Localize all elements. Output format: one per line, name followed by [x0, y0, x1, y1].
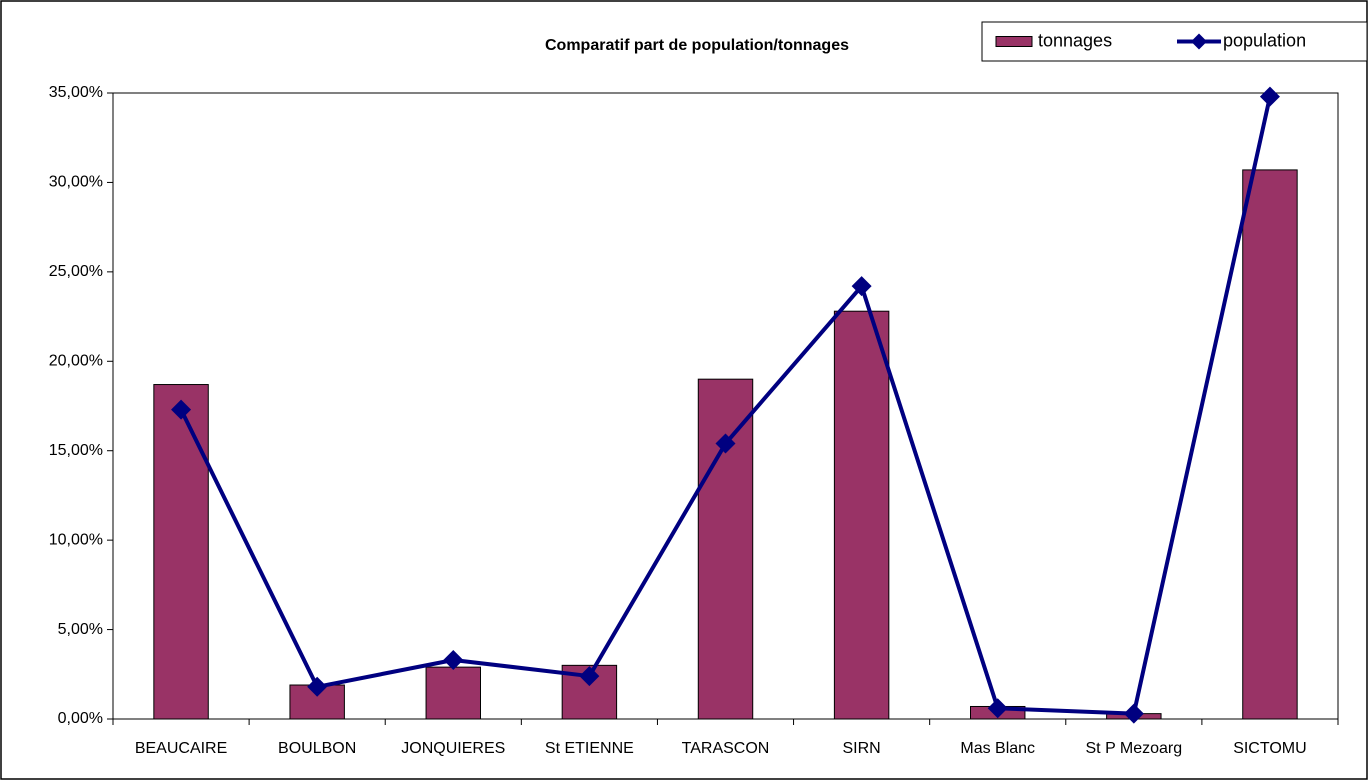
- x-tick-label: SICTOMU: [1233, 740, 1306, 757]
- line-marker: [171, 399, 192, 420]
- x-tick-label: SIRN: [842, 740, 880, 757]
- line-marker: [851, 276, 872, 297]
- y-tick-label: 0,00%: [58, 710, 103, 727]
- line-marker: [715, 433, 736, 454]
- y-tick-label: 20,00%: [49, 353, 103, 370]
- x-tick-label: St ETIENNE: [545, 740, 634, 757]
- bar: [425, 666, 481, 720]
- legend-swatch: [995, 36, 1033, 47]
- line-marker: [1259, 86, 1280, 107]
- x-tick-label: St P Mezoarg: [1086, 740, 1183, 757]
- y-tick-label: 5,00%: [58, 621, 103, 638]
- bar: [153, 384, 209, 720]
- bar: [833, 310, 890, 720]
- bar: [697, 378, 754, 720]
- x-tick-label: TARASCON: [682, 740, 770, 757]
- x-tick-label: BOULBON: [278, 740, 356, 757]
- y-tick-label: 30,00%: [49, 174, 103, 191]
- chart-title: Comparatif part de population/tonnages: [545, 37, 849, 54]
- legend-label: tonnages: [1038, 30, 1112, 50]
- x-tick-label: Mas Blanc: [960, 740, 1035, 757]
- line-marker: [443, 649, 464, 670]
- bar: [1242, 169, 1298, 720]
- legend-marker: [1191, 33, 1207, 50]
- y-tick-label: 25,00%: [49, 263, 103, 280]
- x-tick-label: JONQUIERES: [401, 740, 505, 757]
- y-tick-label: 35,00%: [49, 84, 103, 101]
- line-marker: [307, 676, 328, 697]
- y-tick-label: 15,00%: [49, 442, 103, 459]
- y-tick-label: 10,00%: [49, 531, 103, 548]
- line-marker: [987, 698, 1008, 719]
- line-marker: [1123, 703, 1144, 724]
- x-tick-label: BEAUCAIRE: [135, 740, 227, 757]
- legend-label: population: [1223, 30, 1306, 50]
- legend-box: [981, 21, 1368, 62]
- line-marker: [579, 666, 600, 687]
